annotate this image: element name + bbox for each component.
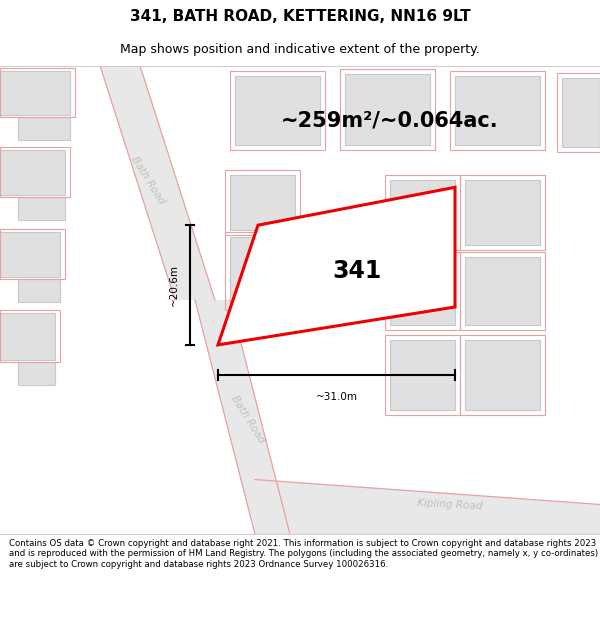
Text: Bath Road: Bath Road xyxy=(130,155,167,206)
Polygon shape xyxy=(255,479,600,534)
Text: Bath Road: Bath Road xyxy=(229,394,266,445)
Text: 341, BATH ROAD, KETTERING, NN16 9LT: 341, BATH ROAD, KETTERING, NN16 9LT xyxy=(130,9,470,24)
Polygon shape xyxy=(0,313,55,360)
Polygon shape xyxy=(195,300,290,534)
Polygon shape xyxy=(390,181,455,245)
Polygon shape xyxy=(465,340,540,410)
Polygon shape xyxy=(230,237,295,305)
Polygon shape xyxy=(465,257,540,325)
Polygon shape xyxy=(455,76,540,146)
Polygon shape xyxy=(18,118,70,141)
Text: 341: 341 xyxy=(332,259,381,283)
Polygon shape xyxy=(465,181,540,245)
Polygon shape xyxy=(0,151,65,195)
Polygon shape xyxy=(18,362,55,385)
Text: ~20.6m: ~20.6m xyxy=(169,264,179,306)
Text: Kipling Road: Kipling Road xyxy=(417,498,483,511)
Polygon shape xyxy=(18,279,60,302)
Polygon shape xyxy=(235,76,320,146)
Polygon shape xyxy=(390,340,455,410)
Polygon shape xyxy=(100,66,215,300)
Polygon shape xyxy=(218,188,455,345)
Text: Map shows position and indicative extent of the property.: Map shows position and indicative extent… xyxy=(120,42,480,56)
Polygon shape xyxy=(345,74,430,146)
Polygon shape xyxy=(18,198,65,220)
Polygon shape xyxy=(0,71,70,116)
Text: ~31.0m: ~31.0m xyxy=(316,392,358,402)
Polygon shape xyxy=(390,257,455,325)
Polygon shape xyxy=(230,176,295,230)
Text: Contains OS data © Crown copyright and database right 2021. This information is : Contains OS data © Crown copyright and d… xyxy=(9,539,598,569)
Polygon shape xyxy=(0,232,60,277)
Text: ~259m²/~0.064ac.: ~259m²/~0.064ac. xyxy=(281,111,499,131)
Polygon shape xyxy=(562,78,600,148)
